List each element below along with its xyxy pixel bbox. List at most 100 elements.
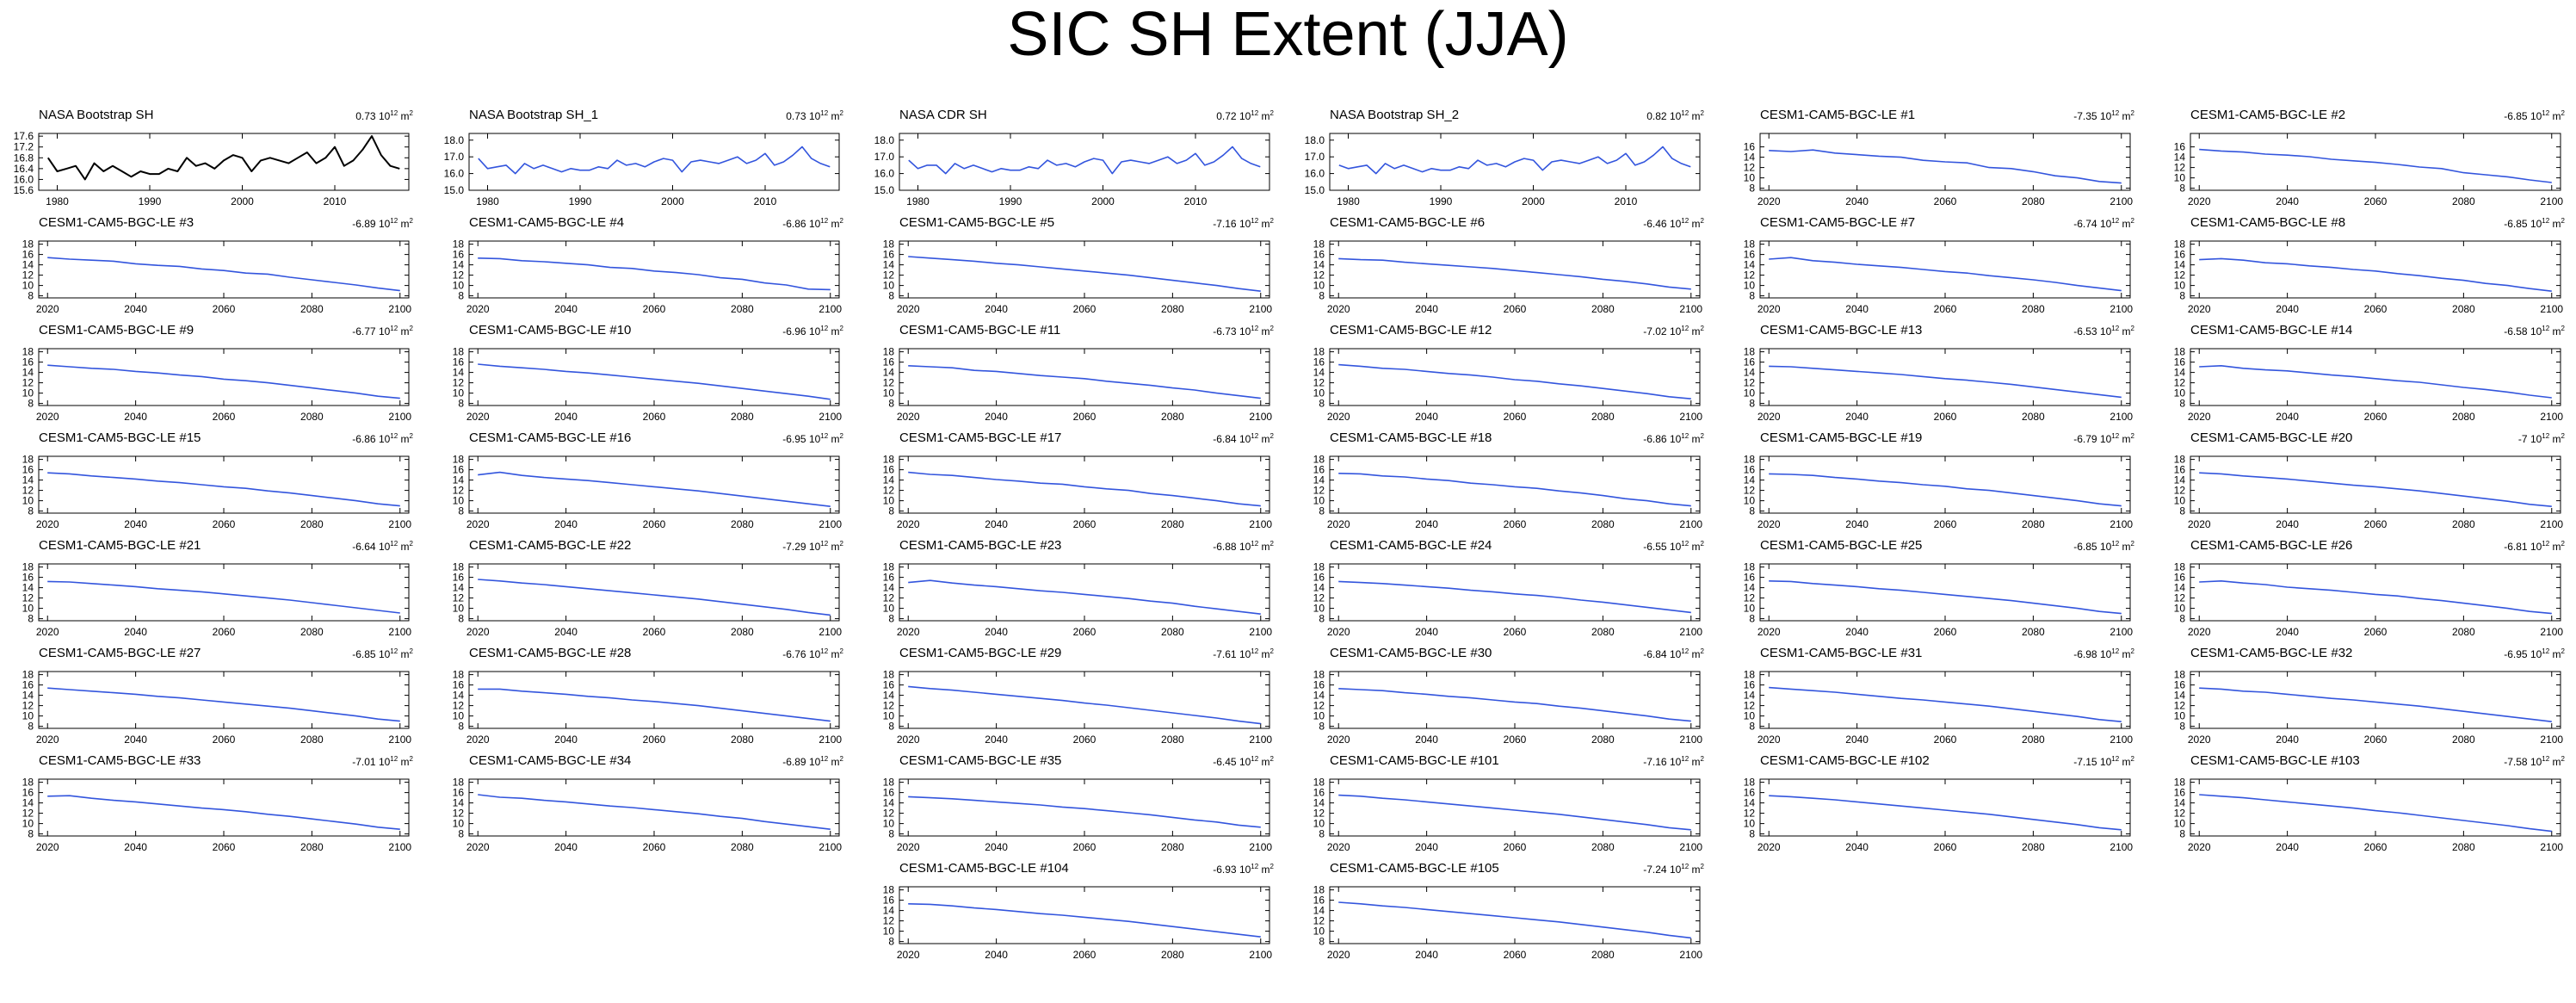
panel-title: CESM1-CAM5-BGC-LE #11 xyxy=(899,323,1061,337)
x-tick-label: 2100 xyxy=(2110,841,2133,853)
plot-frame xyxy=(1329,133,1701,191)
y-tick-label: 16 xyxy=(22,464,34,476)
y-tick-label: 12 xyxy=(453,269,465,282)
y-tick-label: 10 xyxy=(1313,280,1325,292)
y-tick-label: 10 xyxy=(1313,710,1325,722)
x-tick-label: 2100 xyxy=(1249,734,1272,746)
plot-frame xyxy=(38,455,410,514)
panel-title: CESM1-CAM5-BGC-LE #25 xyxy=(1760,538,1923,553)
panel: CESM1-CAM5-BGC-LE #14 -6.58 1012 m2 18 16 14… xyxy=(2152,323,2576,430)
x-tick-label: 2000 xyxy=(231,195,254,207)
x-tick-label: 2100 xyxy=(819,734,842,746)
series-line xyxy=(908,471,1261,507)
y-tick-label: 16 xyxy=(1744,356,1756,368)
x-tick-label: 2080 xyxy=(1161,518,1184,530)
trend-label: -7.01 1012 m2 xyxy=(352,755,413,769)
y-tick-label: 10 xyxy=(2174,818,2186,830)
y-tick-label: 12 xyxy=(2174,377,2186,389)
x-tick-label: 1980 xyxy=(906,195,930,207)
y-tick-label: 16 xyxy=(883,356,895,368)
x-tick-label: 2100 xyxy=(1679,949,1702,961)
trend-label: -6.89 1012 m2 xyxy=(352,217,413,231)
y-tick-label: 18 xyxy=(1744,561,1756,573)
y-tick-label: 10 xyxy=(22,387,34,399)
x-tick-label: 2020 xyxy=(1757,626,1781,638)
y-tick-label: 12 xyxy=(1313,377,1325,389)
x-tick-label: 2100 xyxy=(2110,411,2133,423)
panel-title: CESM1-CAM5-BGC-LE #101 xyxy=(1330,753,1499,768)
y-tick-label: 14 xyxy=(453,474,465,486)
plot-frame xyxy=(38,671,410,729)
y-tick-label: 14 xyxy=(1744,152,1756,164)
x-tick-label: 2020 xyxy=(897,949,920,961)
y-tick-label: 16 xyxy=(1313,249,1325,261)
series-line xyxy=(2199,472,2552,507)
y-tick-label: 16 xyxy=(2174,679,2186,691)
series-line xyxy=(908,685,1261,725)
y-tick-label: 16 xyxy=(1744,464,1756,476)
x-tick-label: 2040 xyxy=(1415,303,1438,315)
x-tick-label: 2080 xyxy=(300,626,324,638)
series-line xyxy=(1338,145,1691,175)
x-tick-label: 2040 xyxy=(985,518,1008,530)
y-tick-label: 10 xyxy=(22,603,34,615)
y-tick-label: 8 xyxy=(1319,721,1325,733)
x-tick-label: 2040 xyxy=(985,411,1008,423)
y-tick-label: 16 xyxy=(883,464,895,476)
y-tick-label: 14 xyxy=(22,367,34,379)
y-tick-label: 12 xyxy=(1744,377,1756,389)
y-tick-label: 8 xyxy=(1749,721,1755,733)
y-tick-label: 14 xyxy=(883,797,895,809)
trend-label: -6.74 1012 m2 xyxy=(2073,217,2134,231)
x-tick-label: 2080 xyxy=(2022,195,2045,207)
trend-label: -6.77 1012 m2 xyxy=(352,325,413,338)
y-tick-label: 10 xyxy=(453,710,465,722)
plot-frame xyxy=(38,240,410,299)
x-tick-label: 2080 xyxy=(300,411,324,423)
panel-title: NASA Bootstrap SH_2 xyxy=(1330,108,1460,122)
x-tick-label: 2020 xyxy=(1327,841,1350,853)
y-tick-label: 16 xyxy=(22,249,34,261)
panel: CESM1-CAM5-BGC-LE #11 -6.73 1012 m2 18 16 14… xyxy=(861,323,1291,430)
panel-title: CESM1-CAM5-BGC-LE #30 xyxy=(1330,646,1492,660)
plot-frame xyxy=(1759,348,2131,406)
plot-frame xyxy=(2190,778,2561,837)
x-tick-label: 2020 xyxy=(466,518,490,530)
panel-title: CESM1-CAM5-BGC-LE #12 xyxy=(1330,323,1492,337)
x-tick-label: 2020 xyxy=(2188,626,2211,638)
panel: NASA CDR SH 0.72 1012 m2 18.0 17.0 16.0 15.0 1… xyxy=(861,108,1291,215)
x-tick-label: 2040 xyxy=(554,626,578,638)
x-tick-label: 2020 xyxy=(1327,626,1350,638)
trend-label: -7.58 1012 m2 xyxy=(2504,755,2565,769)
trend-label: -6.73 1012 m2 xyxy=(1213,325,1274,338)
x-tick-label: 2060 xyxy=(1934,518,1957,530)
y-tick-label: 18 xyxy=(883,777,895,789)
panel-title: CESM1-CAM5-BGC-LE #103 xyxy=(2190,753,2360,768)
y-tick-label: 15.0 xyxy=(874,184,895,196)
y-tick-label: 8 xyxy=(888,505,894,517)
y-tick-label: 18 xyxy=(1313,346,1325,358)
y-tick-label: 8 xyxy=(1319,398,1325,410)
y-tick-label: 14 xyxy=(2174,797,2186,809)
series-line xyxy=(1769,795,2122,831)
x-tick-label: 2020 xyxy=(1757,195,1781,207)
y-tick-label: 14 xyxy=(2174,152,2186,164)
x-tick-label: 2100 xyxy=(2110,626,2133,638)
x-tick-label: 2080 xyxy=(2452,518,2475,530)
y-tick-label: 12 xyxy=(2174,700,2186,712)
x-tick-label: 2080 xyxy=(1591,841,1615,853)
plot-frame xyxy=(1759,671,2131,729)
y-tick-label: 8 xyxy=(1319,613,1325,625)
plot-frame xyxy=(1329,671,1701,729)
y-tick-label: 14 xyxy=(1313,367,1325,379)
y-tick-label: 14 xyxy=(1744,797,1756,809)
